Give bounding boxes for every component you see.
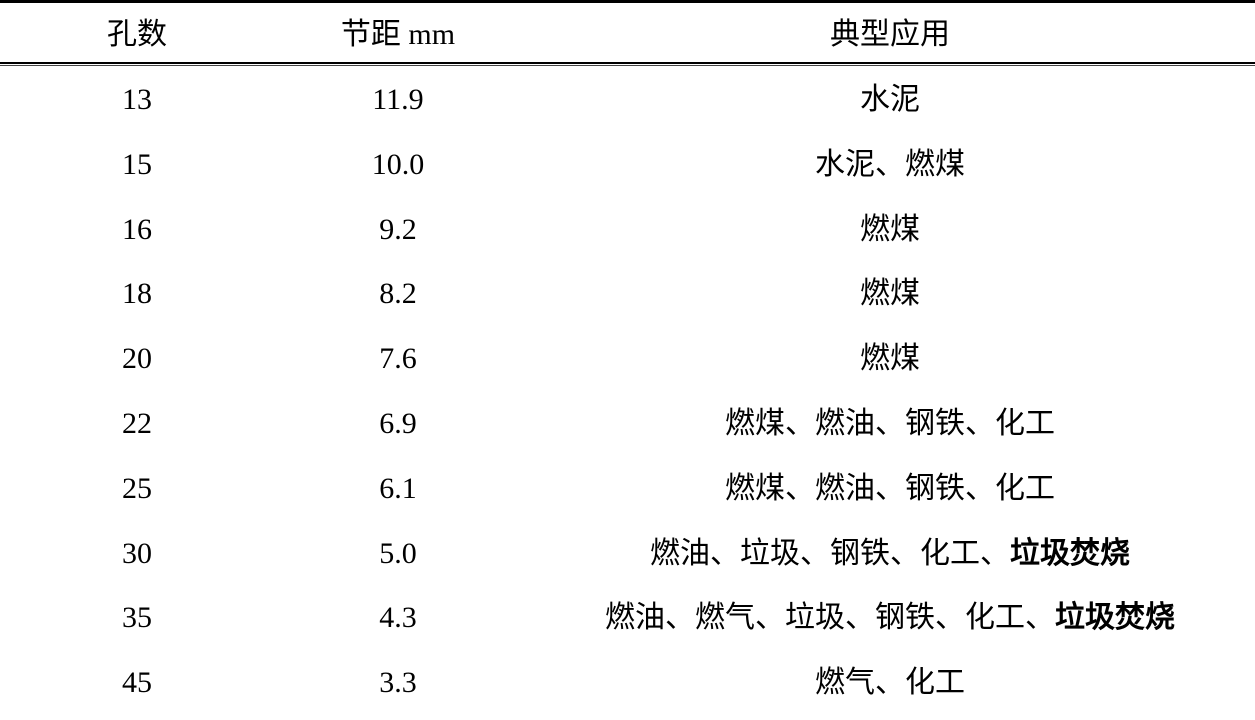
application-text: 燃煤: [860, 212, 920, 246]
table-row: 22 6.9 燃煤、燃油、钢铁、化工: [0, 392, 1255, 456]
holes-cell: 30: [122, 536, 152, 570]
pitch-cell: 6.1: [379, 471, 417, 505]
application-cell: 燃油、垃圾、钢铁、化工、垃圾焚烧: [540, 522, 1240, 586]
header-pitch: 节距 mm: [340, 18, 456, 51]
application-cell: 燃煤: [540, 198, 1240, 262]
application-text: 燃油、垃圾、钢铁、化工、: [650, 536, 1010, 570]
table-row: 18 8.2 燃煤: [0, 262, 1255, 326]
header-rule: [0, 62, 1255, 64]
table-row: 30 5.0 燃油、垃圾、钢铁、化工、垃圾焚烧: [0, 522, 1255, 586]
holes-cell: 13: [122, 83, 152, 116]
application-cell: 燃煤: [540, 327, 1240, 391]
holes-cell: 18: [122, 277, 152, 311]
application-cell: 燃煤: [540, 262, 1240, 326]
holes-cell: 20: [122, 342, 152, 376]
application-cell: 燃油、燃气、垃圾、钢铁、化工、垃圾焚烧: [540, 586, 1240, 650]
table-top-rule: [0, 0, 1255, 3]
holes-cell: 15: [122, 147, 152, 181]
holes-cell: 16: [122, 212, 152, 246]
pitch-cell: 10.0: [371, 147, 425, 181]
pitch-cell: 11.9: [372, 83, 424, 116]
application-cell: 水泥、燃煤: [540, 133, 1240, 197]
table-row: 15 10.0 水泥、燃煤: [0, 133, 1255, 197]
application-text: 燃煤: [860, 342, 920, 376]
application-text: 燃煤、燃油、钢铁、化工: [725, 407, 1055, 440]
pitch-cell: 8.2: [379, 277, 417, 311]
table-row: 13 11.9 水泥: [0, 68, 1255, 132]
table-row: 20 7.6 燃煤: [0, 327, 1255, 391]
application-text: 水泥: [860, 83, 920, 116]
table-row: 35 4.3 燃油、燃气、垃圾、钢铁、化工、垃圾焚烧: [0, 586, 1255, 650]
pitch-cell: 6.9: [379, 407, 417, 440]
pitch-cell: 9.2: [379, 212, 417, 246]
header-rule-secondary: [0, 65, 1255, 66]
application-bold-text: 垃圾焚烧: [1010, 536, 1130, 570]
holes-cell: 25: [122, 471, 152, 505]
holes-cell: 22: [122, 407, 152, 440]
application-bold-text: 垃圾焚烧: [1055, 601, 1175, 635]
application-cell: 水泥: [540, 68, 1240, 132]
application-text: 燃油、燃气、垃圾、钢铁、化工、: [605, 601, 1055, 635]
table-row: 45 3.3 燃气、化工: [0, 651, 1255, 715]
header-application: 典型应用: [830, 18, 950, 51]
application-cell: 燃煤、燃油、钢铁、化工: [540, 457, 1240, 521]
application-cell: 燃煤、燃油、钢铁、化工: [540, 392, 1240, 456]
table-row: 16 9.2 燃煤: [0, 198, 1255, 262]
application-text: 燃气、化工: [815, 666, 965, 700]
application-text: 燃煤: [860, 277, 920, 311]
holes-cell: 45: [122, 666, 152, 700]
pitch-cell: 5.0: [379, 536, 417, 570]
holes-cell: 35: [122, 601, 152, 635]
pitch-cell: 3.3: [379, 666, 417, 700]
pitch-cell: 4.3: [379, 601, 417, 635]
table-header-row: 孔数 节距 mm 典型应用: [0, 3, 1255, 67]
table-row: 25 6.1 燃煤、燃油、钢铁、化工: [0, 457, 1255, 521]
application-cell: 燃气、化工: [540, 651, 1240, 715]
pitch-cell: 7.6: [379, 342, 417, 376]
application-text: 燃煤、燃油、钢铁、化工: [725, 471, 1055, 505]
application-text: 水泥、燃煤: [815, 147, 965, 181]
header-holes: 孔数: [107, 18, 167, 51]
